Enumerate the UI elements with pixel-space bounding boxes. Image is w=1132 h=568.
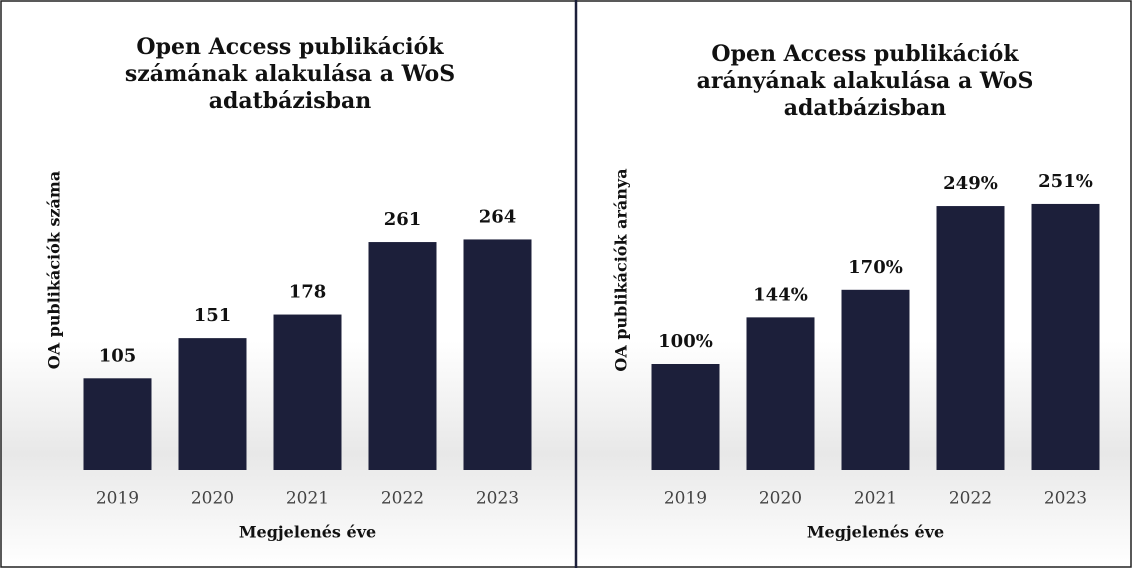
y-axis-title: OA publikációk száma [45,171,64,369]
data-label: 100% [658,331,713,352]
x-tick-label: 2019 [664,489,707,509]
x-axis-title: Megjelenés éve [807,523,944,542]
x-tick-label: 2023 [1044,489,1087,509]
data-label: 170% [848,257,903,278]
x-tick-label: 2023 [476,489,519,509]
data-label: 151 [194,305,232,326]
bar [651,364,720,470]
bar [83,378,152,470]
chart-title: Open Access publikációk [711,41,1019,67]
x-tick-label: 2019 [96,489,139,509]
data-label: 178 [289,282,327,303]
bar [746,317,815,470]
y-axis-title: OA publikációk aránya [612,168,631,371]
data-label: 264 [479,206,517,227]
chart-title: adatbázisban [209,88,372,114]
bar [936,206,1005,470]
chart-title: számának alakulása a WoS [125,61,455,87]
x-axis-title: Megjelenés éve [239,523,376,542]
bar [178,338,247,470]
bar [463,239,532,470]
data-label: 251% [1038,171,1093,192]
bar [841,289,910,470]
x-tick-label: 2022 [949,489,992,509]
data-label: 105 [99,345,137,366]
data-label: 261 [384,209,422,230]
bar [1031,203,1100,470]
x-tick-label: 2020 [191,489,234,509]
data-label: 144% [753,284,808,305]
x-tick-label: 2022 [381,489,424,509]
chart-title: adatbázisban [784,95,947,121]
chart-title: arányának alakulása a WoS [697,68,1034,94]
data-label: 249% [943,173,998,194]
bar [368,242,437,470]
x-tick-label: 2021 [854,489,897,509]
chart-title: Open Access publikációk [136,34,444,60]
x-tick-label: 2020 [759,489,802,509]
x-tick-label: 2021 [286,489,329,509]
bar [273,314,342,470]
